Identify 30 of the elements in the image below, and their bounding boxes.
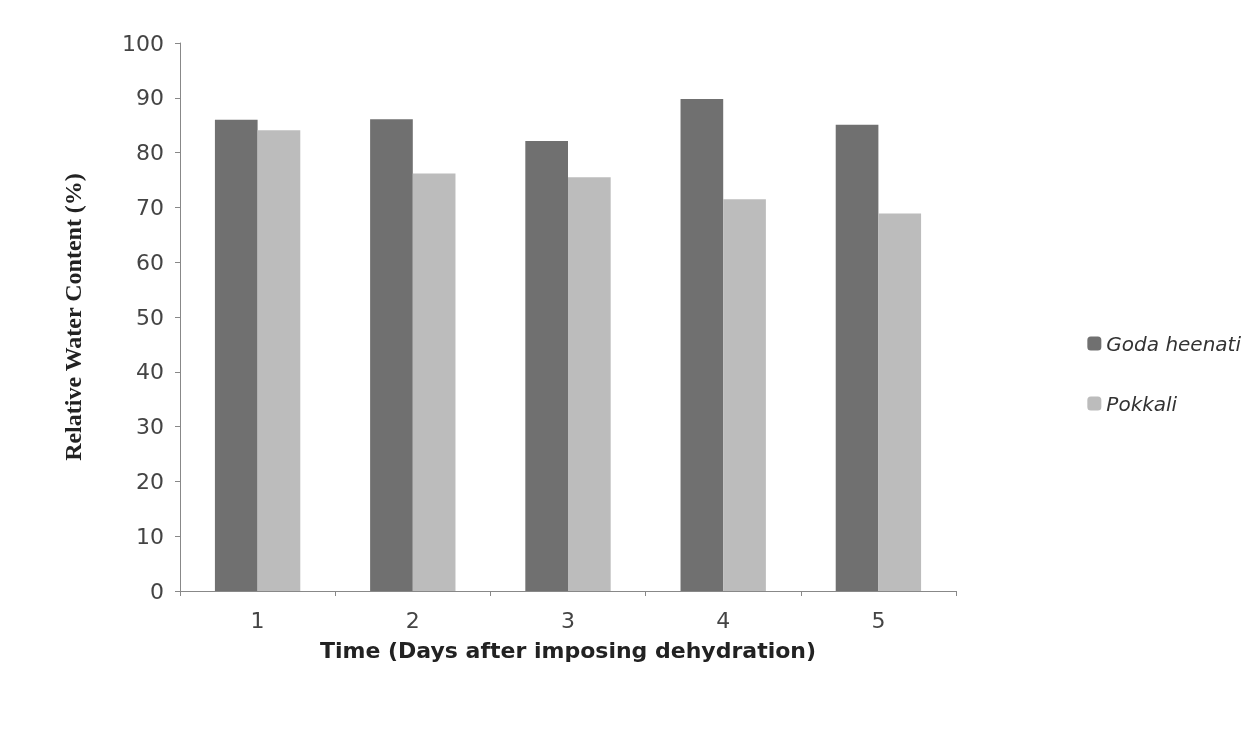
x-tick-label: 3 [561,607,575,633]
x-axis-title: Time (Days after imposing dehydration) [319,637,817,663]
y-tick-label: 40 [136,359,164,385]
legend-label: Pokkali [1106,391,1178,416]
y-axis-title: Relative Water Content (%) [60,173,86,461]
y-tick-label: 70 [136,194,164,220]
y-tick-label: 30 [136,414,164,440]
bar [835,124,879,591]
y-tick-label: 80 [136,140,164,166]
x-tick-label: 4 [716,607,731,633]
x-tick-label: 1 [250,607,265,633]
bar [412,173,456,591]
bar [257,130,301,591]
x-tick-label: 5 [871,607,886,633]
y-tick-label: 100 [122,30,164,56]
bar [568,177,611,591]
legend-label: Goda heenati [1106,331,1242,356]
y-tick-label: 10 [136,523,164,549]
y-tick-label: 20 [136,468,164,494]
y-tick-label: 50 [136,304,164,330]
x-tick-label: 2 [405,607,420,633]
bar [214,119,258,591]
bar [878,213,922,591]
y-tick-label: 90 [136,85,164,111]
y-tick-label: 60 [136,249,164,275]
y-tick-label: 0 [150,578,164,604]
bar [525,141,568,591]
bar [370,119,413,591]
bar [723,199,766,591]
bar [680,98,724,591]
